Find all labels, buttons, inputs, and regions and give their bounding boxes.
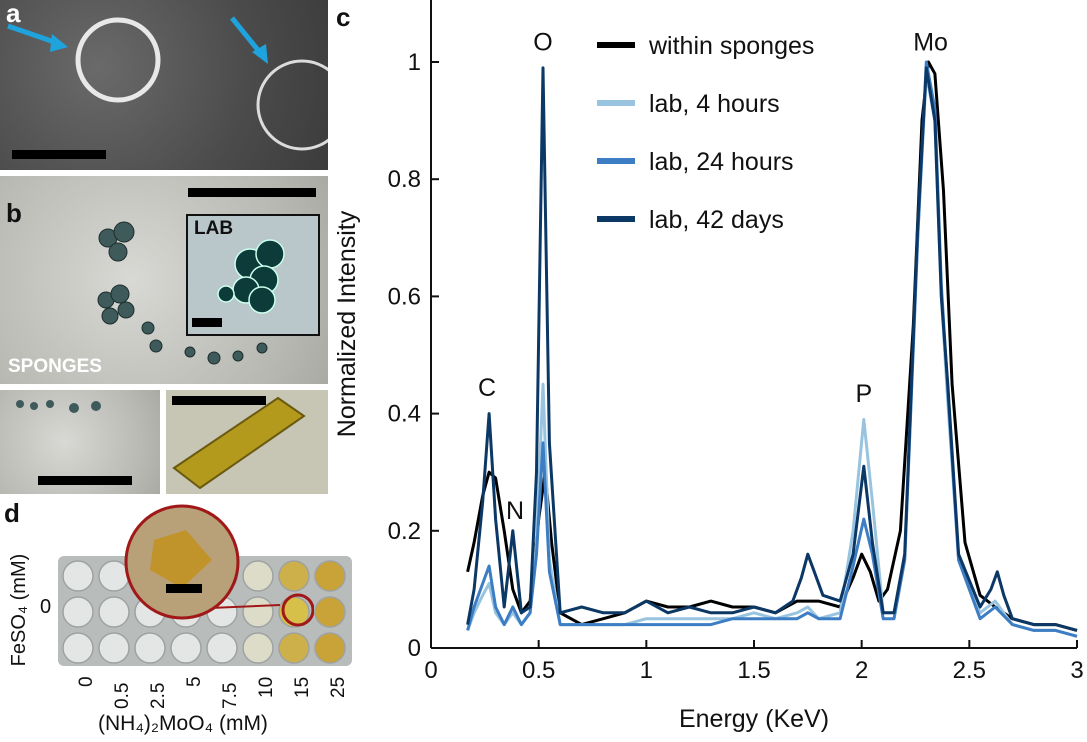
well bbox=[278, 632, 310, 664]
mo-tick: 0 bbox=[76, 676, 97, 687]
well bbox=[62, 560, 94, 592]
panel-b-micrograph: LAB SPONGES b bbox=[0, 176, 328, 384]
fe-tick-zero: 0 bbox=[40, 596, 52, 618]
well bbox=[206, 632, 238, 664]
legend-label: lab, 4 hours bbox=[649, 90, 780, 118]
mo-tick: 10 bbox=[256, 676, 277, 698]
mo-axis-label: (NH₄)₂MoO₄ (mM) bbox=[98, 712, 268, 735]
x-tick-label: 0 bbox=[424, 657, 437, 684]
panel-b-drawing bbox=[97, 221, 268, 365]
sponges-label: SPONGES bbox=[8, 356, 102, 377]
fe-axis-label: FeSO₄ (mM) bbox=[8, 540, 32, 680]
well bbox=[62, 596, 94, 628]
arrowhead bbox=[50, 34, 68, 52]
panel-label-d: d bbox=[4, 498, 20, 528]
spectrum-chart: 0 0.5 1 1.5 2 2.5 3 0 0.2 0.4 0.6 0.8 1 C N O P Mo withi… bbox=[335, 0, 1084, 733]
x-tick-label: 1 bbox=[640, 657, 653, 684]
y-tick-label: 0.4 bbox=[388, 401, 421, 428]
peak-annotation: P bbox=[855, 380, 872, 408]
peak-annotation: O bbox=[533, 28, 552, 56]
y-tick-label: 1 bbox=[408, 49, 421, 76]
vesicle-ring bbox=[75, 17, 161, 103]
well bbox=[314, 632, 346, 664]
inset-lab: LAB bbox=[186, 214, 320, 336]
sub-left-cells bbox=[16, 400, 101, 413]
zoom-scale-bar bbox=[166, 584, 202, 593]
legend-label: within sponges bbox=[648, 32, 814, 60]
zoom-inset bbox=[124, 504, 280, 620]
well bbox=[278, 560, 310, 592]
inset-lab-cells bbox=[217, 239, 285, 314]
panel-a-drawing bbox=[7, 16, 328, 151]
scale-bar bbox=[12, 150, 106, 159]
crystal bbox=[172, 396, 306, 490]
mo-tick: 7.5 bbox=[220, 682, 241, 709]
scale-bar bbox=[172, 396, 266, 405]
x-tick-label: 3 bbox=[1070, 657, 1083, 684]
series-line-3 bbox=[466, 66, 1078, 632]
well bbox=[242, 632, 274, 664]
zoom-crystal bbox=[150, 530, 212, 588]
vesicle-ring bbox=[256, 59, 328, 151]
mo-tick: 0.5 bbox=[112, 682, 133, 709]
x-tick-label: 0.5 bbox=[522, 657, 555, 684]
well bbox=[314, 596, 346, 628]
legend-label: lab, 24 hours bbox=[649, 148, 794, 176]
panel-b-sub-right bbox=[166, 390, 328, 494]
y-tick-label: 0.2 bbox=[388, 518, 421, 545]
x-axis-label: Energy (KeV) bbox=[679, 705, 829, 733]
x-tick-label: 1.5 bbox=[737, 657, 770, 684]
highlight-ring bbox=[281, 593, 314, 627]
x-tick-label: 2.5 bbox=[953, 657, 986, 684]
y-tick-label: 0.6 bbox=[388, 283, 421, 310]
well bbox=[242, 596, 274, 628]
panel-label-a: a bbox=[6, 0, 21, 28]
panel-label-c: c bbox=[336, 2, 351, 32]
y-axis-label: Normalized Intensity bbox=[335, 210, 361, 437]
peak-annotation: C bbox=[478, 374, 496, 402]
zoom-line bbox=[209, 604, 280, 609]
scale-bar bbox=[38, 476, 132, 485]
mo-tick: 5 bbox=[184, 676, 205, 687]
y-tick-label: 0 bbox=[408, 635, 421, 662]
well bbox=[62, 632, 94, 664]
well bbox=[242, 560, 274, 592]
inset-label: LAB bbox=[194, 218, 234, 239]
fe-axis-label-text: FeSO₄ (mM) bbox=[8, 553, 30, 667]
well bbox=[134, 632, 166, 664]
mo-tick: 15 bbox=[292, 676, 313, 698]
legend-label: lab, 42 days bbox=[649, 206, 784, 234]
arrow bbox=[230, 16, 264, 57]
y-tick-label: 0.8 bbox=[388, 166, 421, 193]
x-tick-label: 2 bbox=[855, 657, 868, 684]
panel-a-micrograph: a bbox=[0, 0, 328, 170]
well bbox=[170, 632, 202, 664]
peak-annotation: N bbox=[506, 497, 524, 525]
panel-label-b: b bbox=[6, 198, 22, 228]
scale-bar bbox=[188, 188, 316, 197]
well bbox=[98, 632, 130, 664]
panel-b-sub-left bbox=[0, 390, 160, 494]
mo-tick: 2.5 bbox=[148, 682, 169, 709]
sub-right-crystal bbox=[172, 396, 306, 490]
peak-annotation: Mo bbox=[913, 28, 948, 56]
scale-bar bbox=[192, 318, 222, 327]
arrowhead bbox=[252, 44, 268, 64]
well bbox=[314, 560, 346, 592]
well bbox=[98, 596, 130, 628]
